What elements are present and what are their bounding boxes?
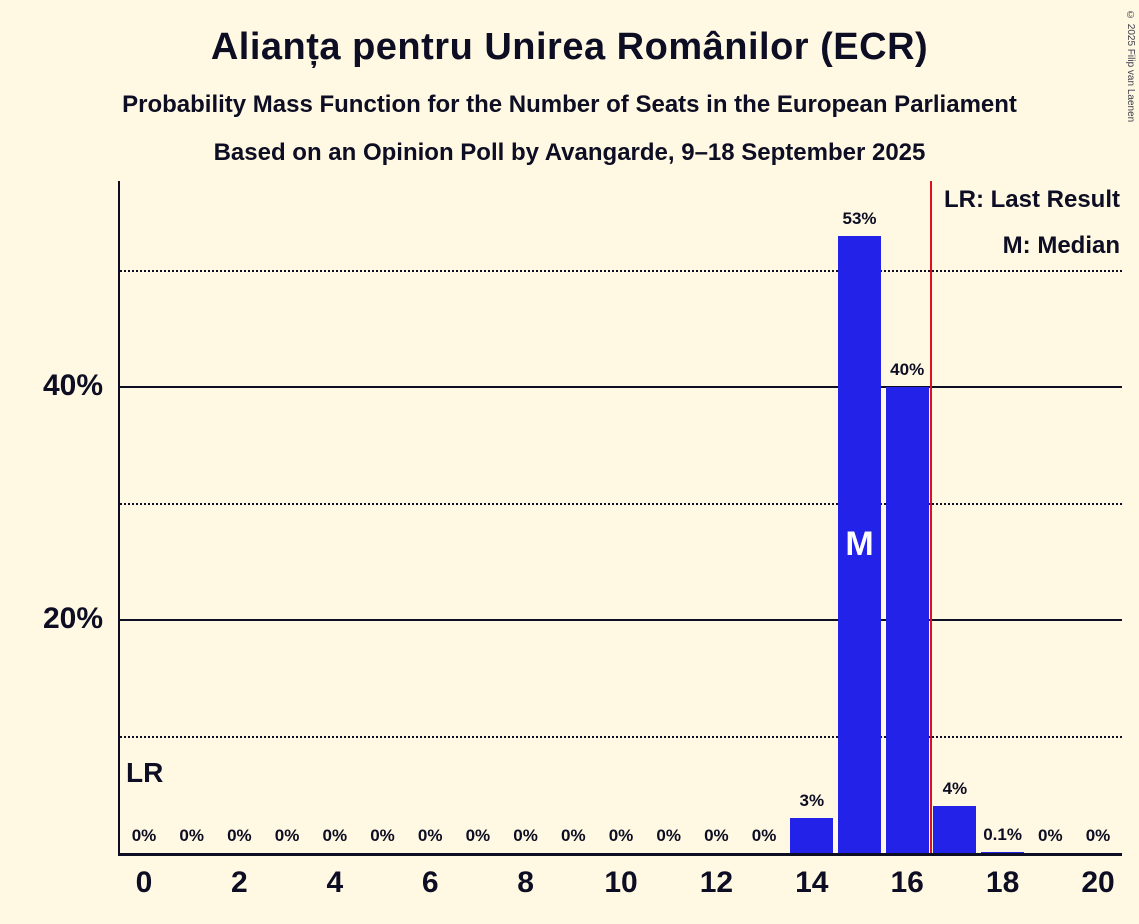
- bar-value-label-seat-10: 0%: [608, 826, 634, 845]
- gridline-solid-20: [120, 619, 1122, 622]
- bar-value-label-seat-6: 0%: [417, 826, 443, 845]
- x-axis-label-2: 2: [231, 866, 248, 899]
- x-axis-label-12: 12: [699, 866, 734, 899]
- chart-subtitle-2: Based on an Opinion Poll by Avangarde, 9…: [213, 139, 926, 166]
- x-axis-label-10: 10: [604, 866, 638, 899]
- bar-value-label-seat-9: 0%: [561, 826, 586, 845]
- legend-median: M: Median: [1002, 232, 1120, 259]
- bar-value-label-seat-20: 0%: [1085, 826, 1111, 845]
- bar-value-label-seat-12: 0%: [704, 826, 729, 845]
- median-label: M: [845, 525, 874, 564]
- bar-value-label-seat-13: 0%: [751, 826, 777, 845]
- bar-seat-16: [885, 387, 929, 853]
- copyright-note: © 2025 Filip van Laenen: [1125, 10, 1136, 123]
- x-axis-label-16: 16: [890, 866, 924, 899]
- x-axis-label-4: 4: [326, 866, 344, 899]
- x-axis-label-8: 8: [517, 866, 534, 899]
- bar-value-label-seat-5: 0%: [370, 826, 395, 845]
- bar-value-label-seat-1: 0%: [179, 826, 204, 845]
- legend-last-result: LR: Last Result: [943, 186, 1120, 213]
- bar-seat-17: [933, 806, 977, 853]
- last-result-line: [930, 181, 933, 853]
- bar-value-label-seat-19: 0%: [1038, 826, 1063, 845]
- y-axis-label-20: 20%: [42, 602, 103, 636]
- plot-area: 0% 0% 0% 0% 0% 0% 0% 0% 0% 0% 0% 0% 0% 0% 3% 53% 40% 4% 0.…: [118, 181, 1122, 856]
- bar-seat-18: [981, 852, 1025, 853]
- bar-value-label-seat-17: 4%: [942, 779, 968, 798]
- bar-value-label-seat-8: 0%: [513, 826, 538, 845]
- y-axis-label-40: 40%: [42, 369, 103, 403]
- bar-value-label-seat-11: 0%: [656, 826, 681, 845]
- x-axis-label-6: 6: [421, 866, 439, 899]
- bar-seat-14: [790, 818, 834, 853]
- gridline-solid-40: [120, 386, 1122, 389]
- bar-value-label-seat-7: 0%: [465, 826, 491, 845]
- bar-seat-15: [838, 236, 881, 853]
- bar-value-label-seat-4: 0%: [322, 826, 348, 845]
- gridline-dotted-30: [120, 502, 1122, 505]
- chart-subtitle-1: Probability Mass Function for the Number…: [122, 91, 1017, 118]
- page-title: Alianța pentru Unirea Românilor (ECR): [210, 26, 929, 68]
- gridline-dotted-50: [120, 269, 1122, 272]
- last-result-label: LR: [126, 757, 164, 788]
- bar-value-label-seat-2: 0%: [227, 826, 252, 845]
- bar-value-label-seat-16: 40%: [890, 360, 925, 379]
- gridline-dotted-10: [120, 735, 1122, 738]
- x-axis-label-14: 14: [795, 866, 829, 899]
- bar-value-label-seat-15: 53%: [842, 209, 877, 228]
- bar-value-label-seat-18: 0.1%: [983, 825, 1022, 844]
- bar-value-label-seat-14: 3%: [799, 791, 825, 810]
- chart-legend: LR: Last Result M: Median: [944, 186, 1120, 260]
- bar-value-label-seat-3: 0%: [274, 826, 300, 845]
- x-axis-label-0: 0: [135, 866, 153, 899]
- x-axis-label-20: 20: [1081, 866, 1115, 899]
- x-axis-label-18: 18: [985, 866, 1020, 899]
- bar-value-label-seat-0: 0%: [131, 826, 157, 845]
